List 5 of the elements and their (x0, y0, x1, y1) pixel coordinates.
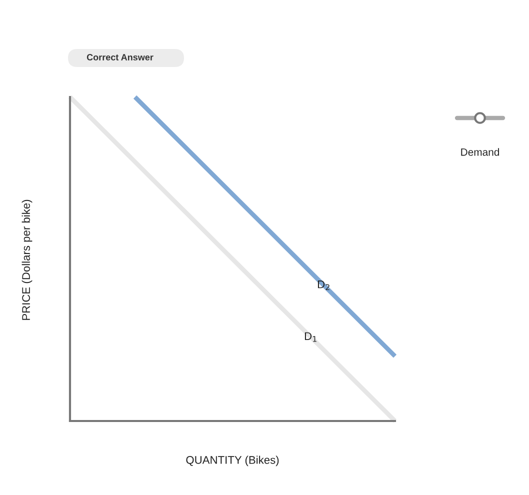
text: Correct Answer (86, 54, 154, 60)
y-axis-title: PRICE (Dollars per bike) (22, 200, 32, 320)
text: Demand (461, 148, 500, 156)
series-label: D$_{1}$ (304, 332, 316, 342)
x-axis-title: QUANTITY (Bikes) (186, 456, 279, 466)
